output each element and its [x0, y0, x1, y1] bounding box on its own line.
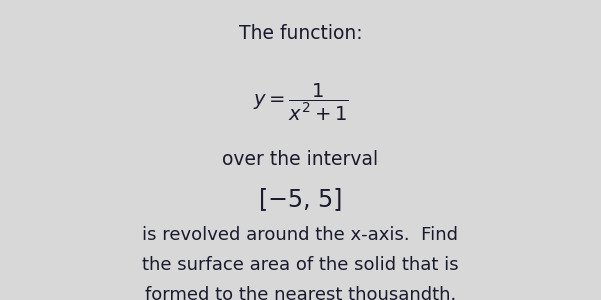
- Text: $y = \dfrac{1}{x^2 + 1}$: $y = \dfrac{1}{x^2 + 1}$: [252, 81, 349, 123]
- Text: formed to the nearest thousandth.: formed to the nearest thousandth.: [145, 286, 456, 300]
- Text: is revolved around the x-axis.  Find: is revolved around the x-axis. Find: [142, 226, 459, 244]
- Text: The function:: The function:: [239, 24, 362, 43]
- Text: [−5, 5]: [−5, 5]: [259, 188, 342, 212]
- Text: the surface area of the solid that is: the surface area of the solid that is: [142, 256, 459, 274]
- Text: over the interval: over the interval: [222, 150, 379, 169]
